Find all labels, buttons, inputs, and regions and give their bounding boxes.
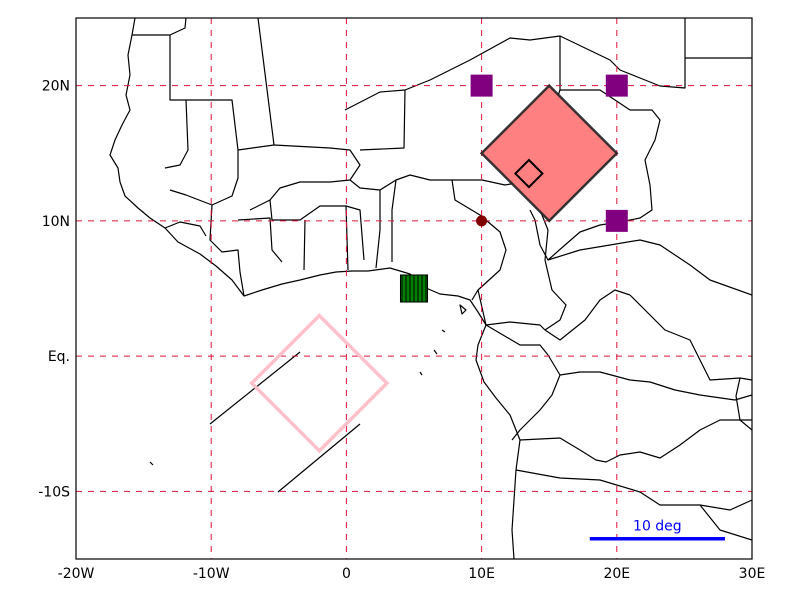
longitude-label: 0 [342,566,351,582]
longitude-labels: -20W -10W 0 10E 20E 30E [58,566,766,582]
longitude-label: 10E [468,566,495,582]
map-overlays [249,83,619,454]
longitude-label: -20W [58,566,95,582]
latitude-label: 10N [42,214,70,230]
longitude-label: -10W [193,566,230,582]
latitude-labels: 20N 10N Eq. -10S [38,79,70,501]
latitude-label: 20N [42,79,70,95]
purple-square-marker [605,74,628,97]
purple-square-marker [470,74,493,97]
red-dot-marker [476,215,488,227]
pink-diamond [249,313,390,454]
longitude-label: 30E [739,566,766,582]
red-diamond [479,83,619,223]
graticule [76,18,752,559]
hatched-box [399,274,429,303]
latitude-label: Eq. [48,349,70,365]
west-africa-coastline [109,18,521,559]
small-diamond [513,158,544,189]
purple-square-marker [605,209,628,232]
scale-bar: 10 deg [589,519,725,541]
scale-bar-label: 10 deg [633,519,682,535]
longitude-label: 20E [603,566,630,582]
map-frame [75,17,753,560]
map-markers [470,74,628,232]
latitude-label: -10S [38,484,70,500]
